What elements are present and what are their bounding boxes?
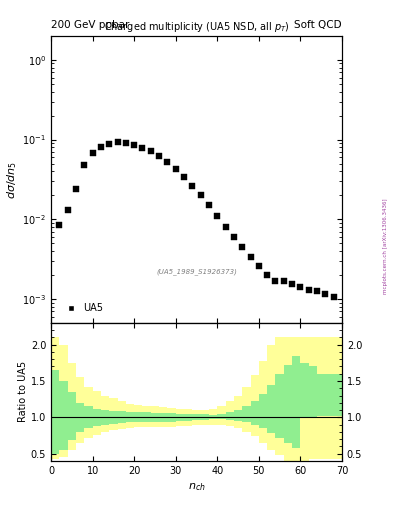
Bar: [226, 401, 234, 426]
Bar: [84, 407, 93, 428]
Bar: [167, 408, 176, 426]
Bar: [68, 392, 76, 440]
Bar: [151, 413, 159, 421]
Bar: [76, 403, 84, 432]
Bar: [143, 406, 151, 428]
Bar: [192, 414, 201, 420]
Bar: [300, 363, 309, 417]
Bar: [126, 412, 134, 422]
Bar: [109, 398, 118, 430]
Bar: [151, 407, 159, 426]
Text: Soft QCD: Soft QCD: [294, 20, 342, 30]
Bar: [226, 412, 234, 420]
Bar: [176, 409, 184, 426]
Bar: [209, 415, 217, 419]
Bar: [51, 370, 59, 454]
Bar: [275, 374, 284, 438]
Bar: [284, 337, 292, 461]
Bar: [93, 391, 101, 435]
Bar: [234, 395, 242, 428]
Bar: [250, 401, 259, 424]
Bar: [134, 412, 143, 422]
Bar: [176, 414, 184, 421]
Text: mcplots.cern.ch [arXiv:1306.3436]: mcplots.cern.ch [arXiv:1306.3436]: [384, 198, 388, 293]
Bar: [217, 406, 226, 424]
Bar: [259, 360, 267, 443]
Bar: [126, 404, 134, 428]
Title: Charged multiplicity (UA5 NSD, all $p_T$): Charged multiplicity (UA5 NSD, all $p_T$…: [103, 20, 290, 34]
Bar: [167, 413, 176, 421]
Bar: [275, 337, 284, 455]
Text: (UA5_1989_S1926373): (UA5_1989_S1926373): [156, 268, 237, 274]
Bar: [143, 412, 151, 422]
Bar: [209, 409, 217, 424]
Legend: UA5: UA5: [56, 298, 108, 318]
Bar: [192, 410, 201, 425]
Bar: [101, 410, 109, 424]
Bar: [118, 412, 126, 423]
Bar: [317, 374, 325, 416]
Bar: [201, 410, 209, 425]
Bar: [317, 337, 325, 459]
Bar: [59, 345, 68, 457]
Text: 200 GeV ppbar: 200 GeV ppbar: [51, 20, 129, 30]
Bar: [51, 337, 59, 459]
Bar: [184, 409, 192, 426]
Bar: [109, 411, 118, 424]
Bar: [84, 387, 93, 438]
Bar: [217, 414, 226, 419]
Bar: [309, 367, 317, 417]
Bar: [250, 375, 259, 436]
Y-axis label: $d\sigma/dn_5$: $d\sigma/dn_5$: [6, 160, 20, 199]
Bar: [134, 405, 143, 428]
Bar: [159, 407, 167, 426]
Bar: [292, 356, 300, 447]
Bar: [68, 363, 76, 450]
Bar: [101, 395, 109, 432]
Bar: [334, 374, 342, 416]
Bar: [242, 407, 250, 422]
Bar: [325, 337, 334, 459]
Bar: [267, 385, 275, 433]
Bar: [334, 337, 342, 459]
Bar: [201, 414, 209, 420]
Bar: [118, 401, 126, 429]
Bar: [325, 374, 334, 416]
Bar: [59, 381, 68, 450]
Bar: [300, 337, 309, 461]
Bar: [284, 365, 292, 443]
Bar: [184, 414, 192, 421]
Bar: [309, 337, 317, 459]
X-axis label: $n_{ch}$: $n_{ch}$: [187, 481, 206, 493]
Bar: [242, 387, 250, 432]
Bar: [259, 394, 267, 428]
Bar: [234, 410, 242, 421]
Y-axis label: Ratio to UA5: Ratio to UA5: [18, 361, 28, 422]
Bar: [292, 337, 300, 462]
Bar: [93, 409, 101, 426]
Bar: [267, 345, 275, 450]
Bar: [76, 377, 84, 443]
Bar: [159, 413, 167, 421]
